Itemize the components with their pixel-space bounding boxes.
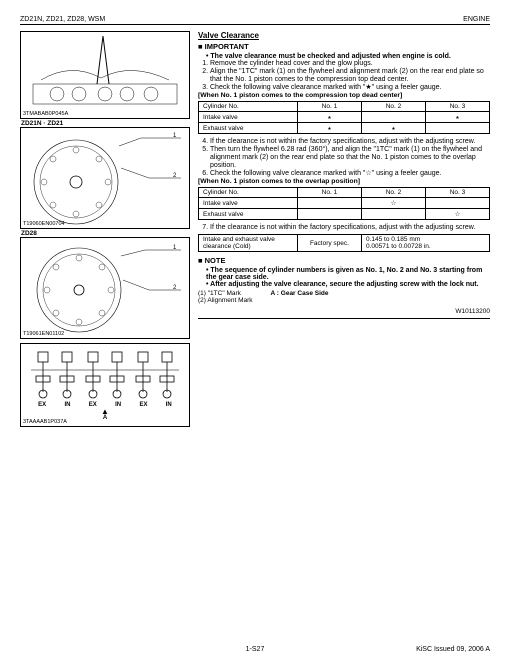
table2-title: [When No. 1 piston comes to the overlap … <box>198 178 490 185</box>
fig1-cap: 3TMABAB0P045A <box>23 111 68 117</box>
fig1: 3TMABAB0P045A <box>20 31 190 119</box>
fig2-cap: T19060EN00704 <box>23 221 65 227</box>
fig4: EX IN EX IN EX IN ▲A 3TAAAAB1P037A <box>20 343 190 427</box>
fig3-cap: T19061EN01102 <box>23 331 64 337</box>
step7: If the clearance is not within the facto… <box>198 224 490 232</box>
fig4-cap: 3TAAAAB1P037A <box>23 419 67 425</box>
section-title: Valve Clearance <box>198 31 490 40</box>
important-label: IMPORTANT <box>205 42 249 51</box>
fig2: 1 2 T19060EN00704 <box>20 127 190 229</box>
important-bullet: The valve clearance must be checked and … <box>206 53 490 60</box>
note-label: NOTE <box>205 256 226 265</box>
note2: After adjusting the valve clearance, sec… <box>206 281 490 288</box>
steps-a: Remove the cylinder head cover and the g… <box>198 60 490 92</box>
fig2-lbl: ZD21N · ZD21 <box>21 120 190 127</box>
fig3-lbl: ZD28 <box>21 230 190 237</box>
note1: The sequence of cylinder numbers is give… <box>206 267 490 281</box>
issue: KiSC Issued 09, 2006 A <box>416 646 490 653</box>
right-column: Valve Clearance ■ IMPORTANT The valve cl… <box>198 31 490 427</box>
left-column: 3TMABAB0P045A ZD21N · ZD21 1 <box>20 31 190 427</box>
table2: Cylinder No. No. 1 No. 2 No. 3 Intake va… <box>198 187 490 220</box>
steps-b: If the clearance is not within the facto… <box>198 138 490 178</box>
legend: (1) "1TC" Mark (2) Alignment Mark A : Ge… <box>198 290 490 304</box>
hdr-left: ZD21N, ZD21, ZD28, WSM <box>20 16 105 23</box>
fig3: 1 2 T19061EN01102 <box>20 237 190 339</box>
hdr-right: ENGINE <box>463 16 490 23</box>
wcode: W10113200 <box>198 308 490 315</box>
table1: Cylinder No. No. 1 No. 2 No. 3 Intake va… <box>198 101 490 134</box>
table1-title: [When No. 1 piston comes to the compress… <box>198 92 490 99</box>
spec-table: Intake and exhaust valve clearance (Cold… <box>198 234 490 252</box>
